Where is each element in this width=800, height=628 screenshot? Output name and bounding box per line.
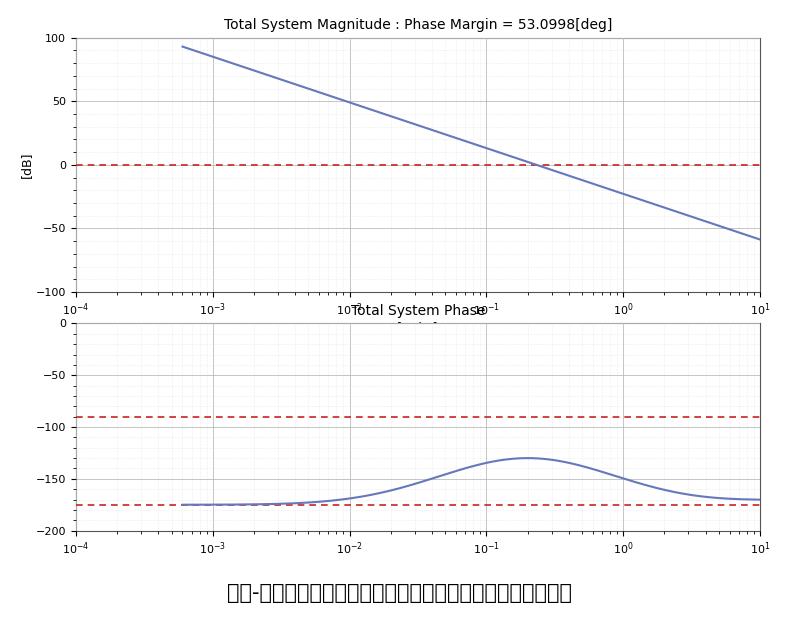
Title: Total System Magnitude : Phase Margin = 53.0998[deg]: Total System Magnitude : Phase Margin = … [224,18,612,33]
Y-axis label: [dB]: [dB] [20,151,33,178]
X-axis label: [rad/s]: [rad/s] [398,321,438,334]
Text: 図５-２：簡易開ループ設計結果（上限はナイキスト周波数）: 図５-２：簡易開ループ設計結果（上限はナイキスト周波数） [227,583,573,604]
Title: Total System Phase: Total System Phase [351,304,485,318]
